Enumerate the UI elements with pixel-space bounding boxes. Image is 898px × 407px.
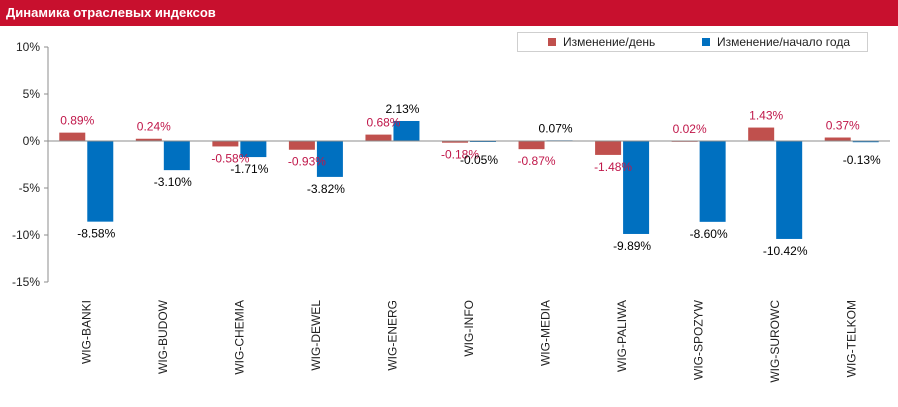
- legend-label-daily: Изменение/день: [563, 35, 656, 49]
- bar-ytd: [623, 141, 650, 234]
- data-label-ytd: -8.58%: [77, 227, 115, 241]
- data-label-ytd: -3.10%: [154, 175, 192, 189]
- title-bar: Динамика отраслевых индексов: [0, 0, 898, 26]
- x-tick-label: WIG-MEDIA: [539, 300, 553, 366]
- data-label-daily: 1.43%: [749, 109, 783, 123]
- bar-ytd: [87, 141, 114, 222]
- y-tick-label: 10%: [16, 40, 40, 54]
- bar-daily: [288, 141, 315, 150]
- y-tick-label: 5%: [23, 87, 41, 101]
- data-label-daily: 0.37%: [826, 119, 860, 133]
- bar-daily: [59, 132, 86, 141]
- bar-daily: [135, 138, 162, 141]
- y-tick-label: -10%: [12, 228, 40, 242]
- data-label-ytd: -8.60%: [690, 227, 728, 241]
- bar-daily: [442, 141, 468, 143]
- bar-ytd: [852, 141, 879, 143]
- data-label-daily: 0.02%: [673, 122, 707, 136]
- bar-daily: [365, 134, 392, 141]
- data-label-daily: 0.24%: [137, 120, 171, 134]
- legend-swatch-daily: [548, 38, 556, 46]
- data-label-ytd: 0.07%: [539, 121, 573, 135]
- data-label-daily: -0.58%: [211, 151, 249, 165]
- x-tick-label: WIG-INFO: [462, 300, 476, 357]
- y-tick-label: 0%: [23, 134, 41, 148]
- bar-ytd: [316, 141, 343, 177]
- data-label-ytd: -9.89%: [613, 239, 651, 253]
- x-tick-label: WIG-BUDOW: [156, 299, 170, 374]
- data-label-ytd: -3.82%: [307, 182, 345, 196]
- bar-daily: [748, 127, 775, 141]
- data-label-daily: -0.87%: [518, 154, 556, 168]
- bar-daily: [518, 141, 545, 150]
- x-tick-label: WIG-PALIWA: [615, 300, 629, 372]
- legend-label-ytd: Изменение/начало года: [717, 35, 850, 49]
- x-tick-label: WIG-DEWEL: [309, 300, 323, 371]
- x-tick-label: WIG-ENERG: [385, 300, 399, 371]
- x-tick-label: WIG-SPOZYW: [692, 299, 706, 380]
- x-tick-label: WIG-TELKOM: [845, 300, 859, 377]
- data-label-ytd: -10.42%: [763, 244, 808, 258]
- data-label-daily: -0.93%: [288, 155, 326, 169]
- data-label-ytd: -1.71%: [230, 162, 268, 176]
- chart-title: Динамика отраслевых индексов: [6, 5, 216, 20]
- bar-ytd: [393, 120, 420, 141]
- x-tick-label: WIG-SUROWC: [768, 300, 782, 383]
- bar-daily: [595, 141, 622, 155]
- bar-daily: [212, 141, 239, 147]
- bar-daily: [824, 137, 851, 141]
- x-tick-label: WIG-BANKI: [79, 300, 93, 364]
- y-tick-label: -15%: [12, 275, 40, 289]
- data-label-daily: 0.68%: [366, 116, 400, 130]
- data-label-daily: -1.48%: [594, 160, 632, 174]
- bar-ytd: [240, 141, 267, 158]
- data-label-ytd: 2.13%: [385, 102, 419, 116]
- data-label-ytd: -0.05%: [460, 153, 498, 167]
- y-tick-label: -5%: [19, 181, 41, 195]
- data-label-daily: -0.18%: [441, 148, 479, 162]
- bar-ytd: [163, 141, 190, 171]
- legend: Изменение/день Изменение/начало года: [517, 32, 868, 52]
- data-label-daily: 0.89%: [60, 114, 94, 128]
- legend-item-daily: Изменение/день: [548, 35, 655, 49]
- legend-item-ytd: Изменение/начало года: [702, 35, 850, 49]
- bar-ytd: [699, 141, 726, 222]
- data-label-ytd: -0.13%: [843, 153, 881, 167]
- legend-swatch-ytd: [702, 38, 710, 46]
- x-tick-label: WIG-CHEMIA: [232, 300, 246, 375]
- bar-ytd: [776, 141, 803, 239]
